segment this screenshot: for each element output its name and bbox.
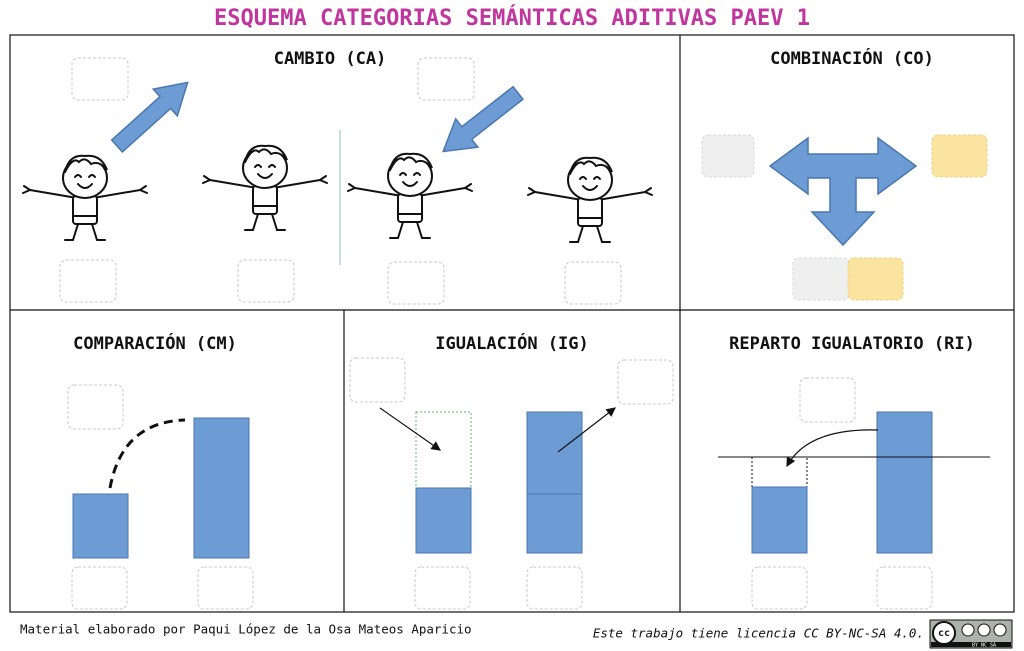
panel-title: REPARTO IGUALATORIO (RI) bbox=[729, 334, 975, 354]
shape bbox=[110, 81, 189, 154]
shape bbox=[9, 34, 1015, 613]
shape bbox=[71, 566, 128, 610]
shape bbox=[193, 417, 250, 559]
panel-title: COMBINACIÓN (CO) bbox=[770, 47, 934, 69]
shape bbox=[799, 377, 856, 423]
shape bbox=[751, 566, 808, 610]
shape bbox=[414, 566, 471, 610]
shape bbox=[786, 429, 879, 468]
badge-cc: cc bbox=[938, 628, 950, 639]
shape bbox=[526, 566, 583, 610]
shape bbox=[71, 57, 129, 101]
panel-title: IGUALACIÓN (IG) bbox=[435, 332, 589, 354]
shape bbox=[526, 411, 583, 554]
shape bbox=[932, 621, 956, 645]
shape bbox=[415, 487, 472, 554]
shape bbox=[379, 407, 441, 451]
shape bbox=[387, 261, 445, 305]
cc-badge: cc BY NC SA bbox=[929, 619, 1013, 649]
shape bbox=[993, 623, 1007, 637]
shape bbox=[349, 357, 406, 403]
panel-title: CAMBIO (CA) bbox=[274, 49, 387, 69]
shape bbox=[59, 259, 117, 303]
shape bbox=[67, 384, 124, 430]
panel-title: COMPARACIÓN (CM) bbox=[73, 332, 237, 354]
shape bbox=[237, 259, 295, 303]
badge-terms: BY NC SA bbox=[972, 643, 996, 649]
shape bbox=[931, 134, 988, 178]
shape bbox=[792, 257, 850, 301]
shape bbox=[564, 261, 622, 305]
shape bbox=[197, 566, 254, 610]
author-credit: Material elaborado por Paqui López de la… bbox=[20, 622, 472, 637]
license-text: Este trabajo tiene licencia CC BY-NC-SA … bbox=[593, 626, 924, 641]
panel-grid bbox=[9, 34, 1015, 613]
shape bbox=[441, 85, 524, 153]
page-title: ESQUEMA CATEGORIAS SEMÁNTICAS ADITIVAS P… bbox=[214, 5, 810, 31]
shape bbox=[768, 136, 918, 247]
comparacion-panel bbox=[67, 384, 254, 610]
shape bbox=[617, 359, 674, 405]
shape bbox=[977, 623, 991, 637]
shape bbox=[961, 623, 975, 637]
shape bbox=[417, 57, 475, 101]
shape bbox=[72, 493, 129, 559]
combinacion-panel bbox=[701, 134, 988, 301]
igualacion-panel bbox=[349, 357, 674, 610]
shape bbox=[751, 486, 808, 554]
shape bbox=[876, 566, 933, 610]
shape bbox=[108, 418, 186, 489]
shape bbox=[701, 134, 755, 178]
reparto-panel bbox=[718, 377, 990, 610]
shape bbox=[931, 642, 1011, 647]
shape bbox=[847, 257, 904, 301]
shape bbox=[415, 411, 472, 489]
shape bbox=[557, 407, 616, 453]
shape bbox=[876, 411, 933, 554]
cambio-panel bbox=[22, 57, 653, 305]
